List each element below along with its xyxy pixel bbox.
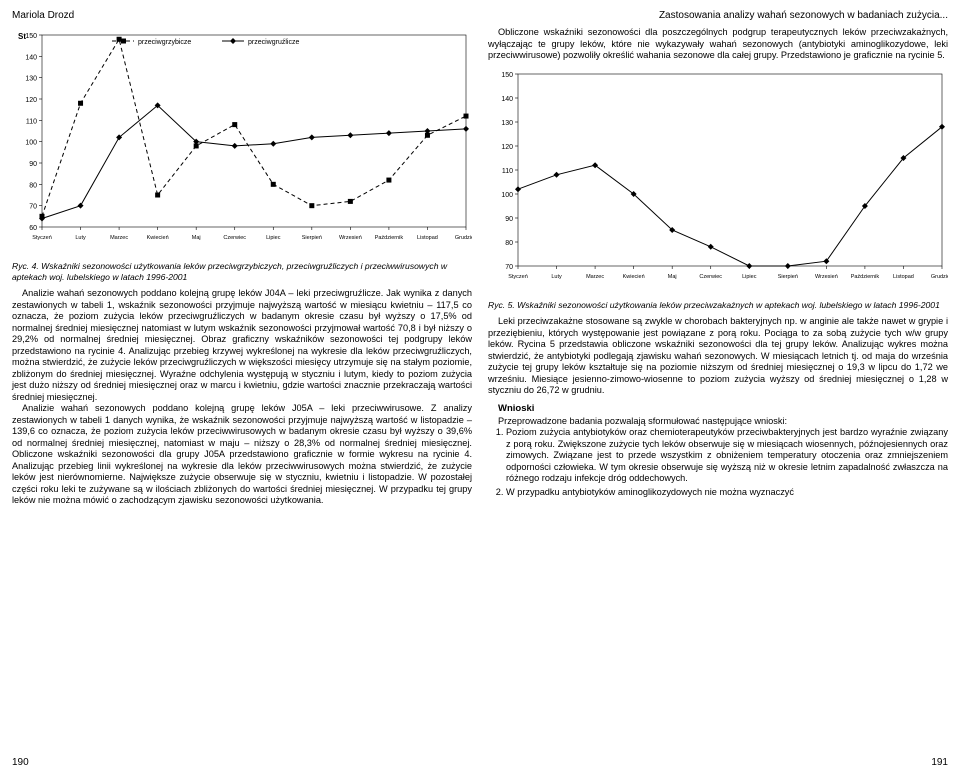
- chart-4-svg: 60 70 80 90 100 110 120 130 140 150St Styczeń Luty M…: [12, 27, 472, 257]
- svg-text:Sierpień: Sierpień: [302, 235, 322, 241]
- svg-text:120: 120: [25, 97, 37, 104]
- svg-text:Grudzień: Grudzień: [931, 274, 948, 280]
- svg-text:przeciwgrzybicze: przeciwgrzybicze: [138, 39, 191, 46]
- svg-text:Grudzień: Grudzień: [455, 235, 472, 241]
- svg-text:St: St: [18, 32, 26, 41]
- chart-5-svg: 70 80 90 100 110 120 130 140 150 Styczeń Luty Marze…: [488, 66, 948, 296]
- svg-text:Styczeń: Styczeń: [32, 235, 52, 241]
- svg-text:150: 150: [501, 72, 513, 79]
- wnioski-item-2: W przypadku antybiotyków aminoglikozydow…: [506, 487, 948, 499]
- svg-text:90: 90: [29, 161, 37, 168]
- svg-text:Listopad: Listopad: [417, 235, 438, 241]
- svg-text:140: 140: [25, 54, 37, 61]
- svg-text:Czerwiec: Czerwiec: [699, 274, 722, 280]
- svg-text:90: 90: [505, 216, 513, 223]
- svg-text:Kwiecień: Kwiecień: [623, 274, 645, 280]
- caption-ryc5: Ryc. 5. Wskaźniki sezonowości użytkowani…: [488, 300, 948, 311]
- svg-text:110: 110: [26, 118, 37, 125]
- svg-text:100: 100: [501, 192, 513, 199]
- svg-text:Marzec: Marzec: [586, 274, 604, 280]
- svg-text:Wrzesień: Wrzesień: [815, 274, 838, 280]
- page-number-left: 190: [12, 757, 29, 768]
- svg-text:Październik: Październik: [375, 235, 404, 241]
- svg-text:150: 150: [25, 33, 37, 40]
- svg-text:140: 140: [501, 96, 513, 103]
- svg-text:120: 120: [501, 144, 513, 151]
- svg-text:przeciwgruźlicze: przeciwgruźlicze: [248, 39, 299, 46]
- svg-text:Sierpień: Sierpień: [778, 274, 798, 280]
- svg-text:Lipiec: Lipiec: [742, 274, 757, 280]
- svg-text:Listopad: Listopad: [893, 274, 914, 280]
- svg-text:130: 130: [501, 120, 513, 127]
- svg-text:60: 60: [29, 225, 37, 232]
- svg-text:Wrzesień: Wrzesień: [339, 235, 362, 241]
- wnioski-intro: Przeprowadzone badania pozwalają sformuł…: [488, 416, 948, 428]
- svg-text:Październik: Październik: [851, 274, 880, 280]
- svg-text:110: 110: [502, 168, 513, 175]
- svg-text:Marzec: Marzec: [110, 235, 128, 241]
- chart-4: 60 70 80 90 100 110 120 130 140 150St Styczeń Luty M…: [12, 27, 472, 257]
- svg-text:100: 100: [25, 140, 37, 147]
- svg-text:Maj: Maj: [192, 235, 201, 241]
- svg-text:70: 70: [29, 204, 37, 211]
- svg-text:Kwiecień: Kwiecień: [147, 235, 169, 241]
- svg-text:Maj: Maj: [668, 274, 677, 280]
- page-title: Zastosowania analizy wahań sezonowych w …: [659, 10, 948, 21]
- wnioski-list: Poziom zużycia antybiotyków oraz chemiot…: [506, 427, 948, 498]
- wnioski-item-1: Poziom zużycia antybiotyków oraz chemiot…: [506, 427, 948, 485]
- svg-text:70: 70: [505, 264, 513, 271]
- svg-text:Luty: Luty: [551, 274, 562, 280]
- svg-text:80: 80: [29, 182, 37, 189]
- svg-text:Lipiec: Lipiec: [266, 235, 281, 241]
- svg-text:80: 80: [505, 240, 513, 247]
- svg-text:Styczeń: Styczeń: [508, 274, 528, 280]
- svg-text:130: 130: [25, 76, 37, 83]
- paragraph-left-2: Analizie wahań sezonowych poddano kolejn…: [12, 403, 472, 507]
- svg-text:Czerwiec: Czerwiec: [223, 235, 246, 241]
- author-name: Mariola Drozd: [12, 10, 74, 21]
- paragraph-right-2: Leki przeciwzakażne stosowane są zwykle …: [488, 316, 948, 397]
- wnioski-title: Wnioski: [498, 403, 948, 414]
- paragraph-right-top: Obliczone wskaźniki sezonowości dla posz…: [488, 27, 948, 62]
- paragraph-left-1: Analizie wahań sezonowych poddano kolejn…: [12, 288, 472, 403]
- chart-5: 70 80 90 100 110 120 130 140 150 Styczeń Luty Marze…: [488, 66, 948, 296]
- svg-text:Luty: Luty: [75, 235, 86, 241]
- page-number-right: 191: [931, 757, 948, 768]
- caption-ryc4: Ryc. 4. Wskaźniki sezonowości użytkowani…: [12, 261, 472, 282]
